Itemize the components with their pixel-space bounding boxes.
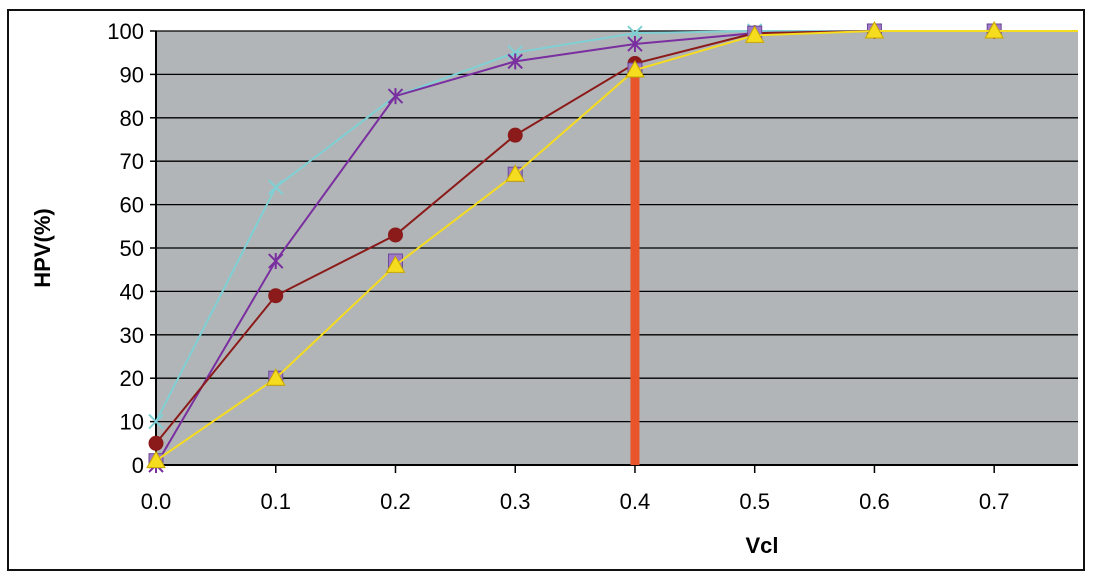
axes: 0 10 20 30 40 50 60 70 80 90 100 0.0 0.1 0.2 0.3 0.4 0.5… (107, 19, 1078, 514)
y-tick-label: 50 (120, 236, 144, 261)
y-tick-label: 0 (132, 453, 144, 478)
triangle-marker (385, 255, 406, 273)
y-tick-label: 20 (120, 366, 144, 391)
y-tick-label: 30 (120, 323, 144, 348)
triangle-marker (864, 20, 885, 39)
circle-marker (507, 127, 523, 143)
x-marker (148, 413, 164, 430)
asterisk-marker (627, 36, 643, 53)
triangle-marker (146, 450, 166, 469)
asterisk-marker (507, 53, 523, 70)
y-tick-label: 40 (120, 279, 144, 304)
x-axis-label: Vcl (745, 533, 778, 558)
circle-marker (387, 227, 403, 243)
triangle-marker (265, 368, 286, 386)
x-tick-label: 0.1 (260, 489, 291, 514)
x-marker (268, 179, 284, 195)
y-tick-label: 70 (120, 149, 144, 174)
x-tick-label: 0.2 (380, 489, 411, 514)
y-tick-label: 100 (107, 19, 144, 44)
x-tick-label: 0.6 (859, 489, 890, 514)
x-tick-label: 0.7 (979, 489, 1010, 514)
series-group (146, 20, 1078, 473)
triangle-marker (505, 164, 526, 182)
y-axis-label: HPV(%) (30, 208, 55, 287)
circle-marker (268, 288, 284, 304)
x-tick-label: 0.0 (141, 489, 172, 514)
x-tick-label: 0.5 (739, 489, 770, 514)
triangle-marker (744, 25, 765, 43)
x-tick-label: 0.3 (500, 489, 531, 514)
triangle-marker (625, 60, 645, 78)
triangle-marker (984, 20, 1005, 39)
y-tick-label: 10 (120, 410, 144, 435)
asterisk-marker (387, 88, 404, 105)
series-triangle (146, 20, 1078, 469)
x-tick-label: 0.4 (620, 489, 651, 514)
asterisk-marker (268, 253, 284, 270)
x-marker (627, 25, 643, 41)
y-tick-label: 90 (120, 62, 144, 87)
y-tick-label: 80 (120, 106, 144, 131)
circle-marker (148, 435, 164, 451)
y-tick-label: 60 (120, 193, 144, 218)
